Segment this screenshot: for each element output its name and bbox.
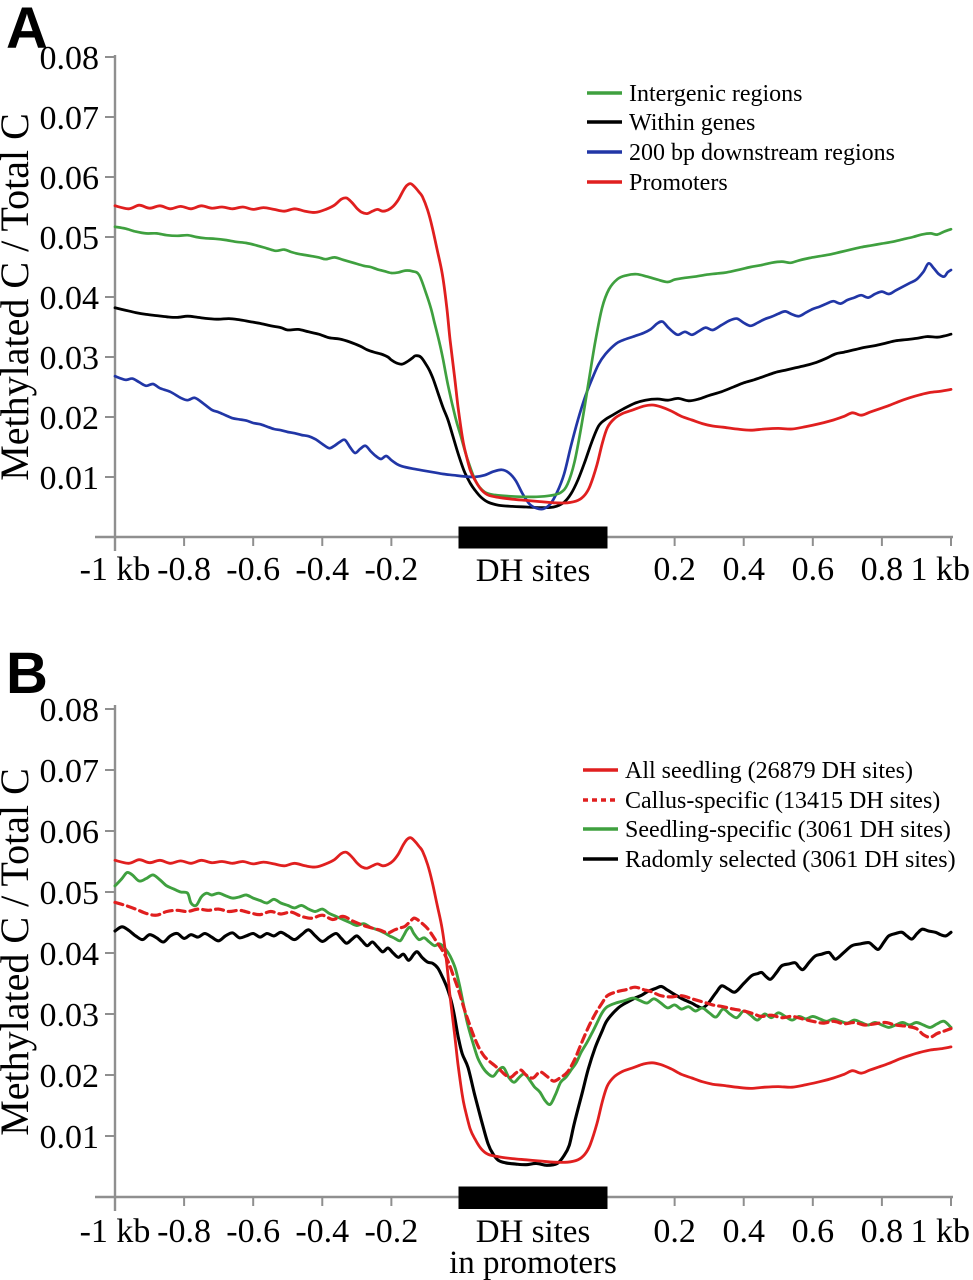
series-line-radomly-selected-3061-dh-sites bbox=[113, 925, 953, 1167]
legend-label: Intergenic regions bbox=[629, 81, 803, 107]
y-tick-label: 0.08 bbox=[40, 40, 100, 77]
legend-label: Seedling-specific (3061 DH sites) bbox=[625, 817, 951, 843]
dh-sites-bar bbox=[458, 1186, 608, 1209]
dh-sites-label: DH sites bbox=[476, 1214, 591, 1250]
y-axis-title: Methylated C / Total C bbox=[0, 113, 37, 481]
x-tick-label: -0.8 bbox=[157, 1213, 211, 1250]
x-tick-label: 0.2 bbox=[653, 1213, 696, 1250]
legend-label: All seedling (26879 DH sites) bbox=[625, 758, 913, 784]
y-tick-label: 0.07 bbox=[40, 753, 100, 790]
y-tick-label: 0.04 bbox=[40, 936, 100, 973]
x-tick-label: 0.4 bbox=[722, 1213, 765, 1250]
y-axis-title: Methylated C / Total C bbox=[0, 768, 37, 1136]
x-tick-label: -0.6 bbox=[226, 551, 280, 588]
legend-label: Callus-specific (13415 DH sites) bbox=[625, 788, 940, 814]
panel-b-chart: 0.010.020.030.040.050.060.070.08-1 kb -0.… bbox=[0, 692, 970, 1280]
x-tick-label: 0.8 bbox=[861, 1213, 904, 1250]
series-line-promoters bbox=[113, 182, 953, 505]
legend-item-intergenic-regions: Intergenic regions bbox=[587, 81, 803, 107]
dh-sites-label: in promoters bbox=[449, 1245, 617, 1280]
y-tick-label: 0.02 bbox=[40, 1058, 100, 1095]
legend-item-within-genes: Within genes bbox=[587, 110, 755, 136]
x-tick-label: 1 kb bbox=[911, 551, 971, 588]
y-tick-label: 0.08 bbox=[40, 692, 100, 729]
x-tick-label: -1 kb bbox=[80, 551, 151, 588]
x-tick-label: 0.8 bbox=[861, 551, 904, 588]
series-line-seedling-specific-3061-dh-sites bbox=[113, 870, 953, 1106]
series-line-all-seedling-26879-dh-sites bbox=[113, 836, 953, 1164]
y-tick-label: 0.04 bbox=[40, 280, 100, 317]
legend-item-seedling-specific-3061-dh-sites: Seedling-specific (3061 DH sites) bbox=[583, 817, 951, 843]
legend-label: Radomly selected (3061 DH sites) bbox=[625, 847, 956, 873]
series-line-within-genes bbox=[113, 306, 953, 510]
x-tick-label: 0.2 bbox=[653, 551, 696, 588]
x-tick-label: 0.6 bbox=[792, 551, 835, 588]
legend-item-radomly-selected-3061-dh-sites: Radomly selected (3061 DH sites) bbox=[583, 847, 956, 873]
x-tick-label: 0.6 bbox=[792, 1213, 835, 1250]
panel-a-chart: 0.010.020.030.040.050.060.070.08-1 kb -0.… bbox=[0, 40, 970, 589]
x-tick-label: -0.6 bbox=[226, 1213, 280, 1250]
x-tick-label: 0.4 bbox=[722, 551, 765, 588]
y-tick-label: 0.03 bbox=[40, 340, 100, 377]
dh-sites-label: DH sites bbox=[476, 553, 591, 589]
x-tick-label: -1 kb bbox=[80, 1213, 151, 1250]
x-tick-label: -0.8 bbox=[157, 551, 211, 588]
x-tick-label: -0.2 bbox=[364, 1213, 418, 1250]
x-tick-label: 1 kb bbox=[911, 1213, 971, 1250]
legend-item-all-seedling-26879-dh-sites: All seedling (26879 DH sites) bbox=[583, 758, 913, 784]
series-line-callus-specific-13415-dh-sites bbox=[113, 900, 953, 1083]
legend-item-callus-specific-13415-dh-sites: Callus-specific (13415 DH sites) bbox=[583, 788, 940, 814]
y-tick-label: 0.06 bbox=[40, 814, 100, 851]
legend-item-promoters: Promoters bbox=[587, 170, 728, 196]
y-tick-label: 0.05 bbox=[40, 875, 100, 912]
y-tick-label: 0.01 bbox=[40, 1119, 100, 1156]
legend-item-200-bp-downstream-regions: 200 bp downstream regions bbox=[587, 140, 895, 166]
x-tick-label: -0.4 bbox=[295, 551, 349, 588]
panel-a-label: A bbox=[6, 0, 48, 61]
y-tick-label: 0.06 bbox=[40, 160, 100, 197]
panel-b-label: B bbox=[6, 641, 48, 706]
x-tick-label: -0.2 bbox=[364, 551, 418, 588]
series-line-intergenic-regions bbox=[113, 225, 953, 499]
x-tick-label: -0.4 bbox=[295, 1213, 349, 1250]
dh-sites-bar bbox=[458, 526, 608, 549]
y-tick-label: 0.01 bbox=[40, 460, 100, 497]
y-tick-label: 0.05 bbox=[40, 220, 100, 257]
y-tick-label: 0.02 bbox=[40, 400, 100, 437]
y-tick-label: 0.07 bbox=[40, 100, 100, 137]
series-line-200-bp-downstream-regions bbox=[113, 262, 953, 511]
legend-label: Within genes bbox=[629, 110, 755, 136]
y-tick-label: 0.03 bbox=[40, 997, 100, 1034]
legend-label: Promoters bbox=[629, 170, 728, 196]
legend-label: 200 bp downstream regions bbox=[629, 140, 895, 166]
